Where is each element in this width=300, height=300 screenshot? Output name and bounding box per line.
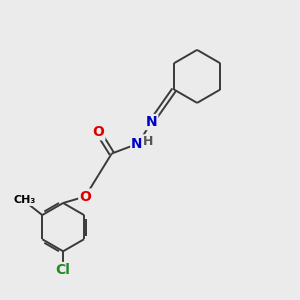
Text: O: O — [79, 190, 91, 203]
Text: N: N — [146, 115, 157, 129]
Text: N: N — [131, 136, 143, 151]
Text: H: H — [142, 135, 153, 148]
Text: Cl: Cl — [56, 262, 70, 277]
Text: CH₃: CH₃ — [14, 195, 36, 205]
Text: O: O — [92, 125, 104, 139]
